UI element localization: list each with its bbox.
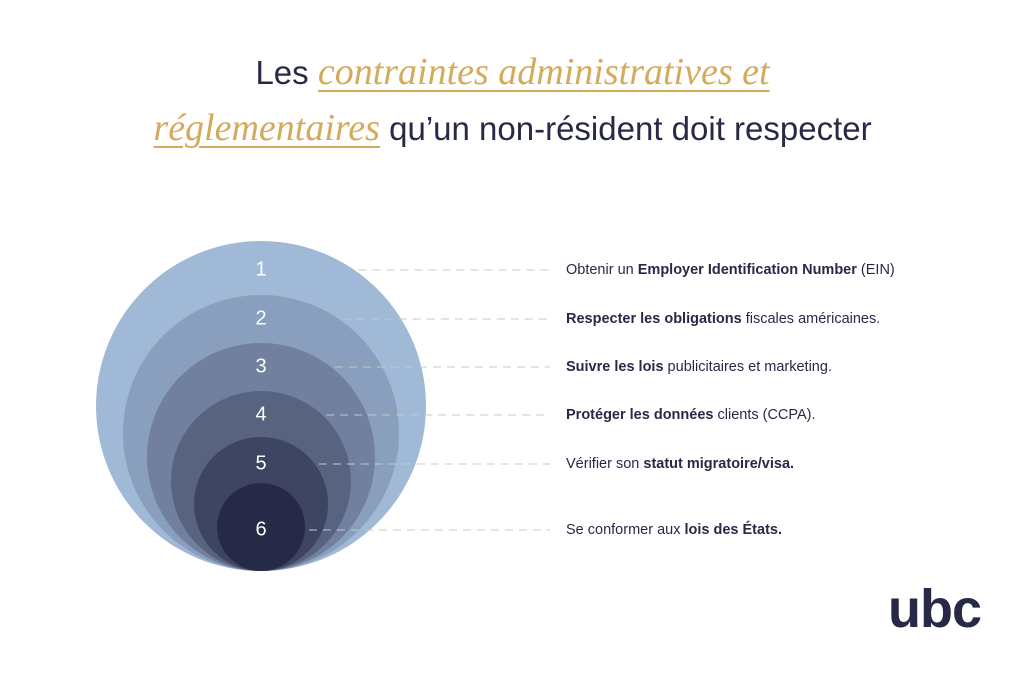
- title-highlight: contraintes administratives et: [317, 51, 770, 93]
- logo: ubc: [887, 579, 982, 639]
- step-number: 6: [255, 518, 266, 540]
- text: Obtenir un: [566, 262, 638, 278]
- step-number: 1: [255, 258, 266, 280]
- title-start: Les: [255, 54, 309, 91]
- text: Vérifier son: [566, 456, 644, 472]
- text: fiscales américaines.: [741, 311, 881, 327]
- circle: [217, 483, 305, 571]
- step-text: Obtenir un Employer Identification Numbe…: [566, 262, 895, 278]
- title-line: réglementaires qu’un non-résident doit r…: [0, 106, 1025, 150]
- bold-text: Protéger les données: [566, 407, 714, 423]
- title-end: qu’un non-résident doit respecter: [389, 110, 872, 147]
- step-number: 3: [255, 355, 266, 377]
- title-line: Les contraintes administratives et: [0, 50, 1025, 94]
- step-text: Suivre les lois publicitaires et marketi…: [566, 359, 832, 375]
- text: (EIN): [856, 262, 895, 278]
- step-number: 5: [255, 452, 266, 474]
- title-highlight: réglementaires: [153, 107, 380, 149]
- text: publicitaires et marketing.: [663, 359, 832, 375]
- step-text: Respecter les obligations fiscales améri…: [566, 311, 880, 327]
- bold-text: lois des États.: [684, 522, 782, 538]
- step-number: 4: [255, 403, 266, 425]
- step-number: 2: [255, 307, 266, 329]
- step-text: Vérifier son statut migratoire/visa.: [566, 456, 794, 472]
- text: Se conformer aux: [566, 522, 685, 538]
- bold-text: statut migratoire/visa.: [643, 456, 795, 472]
- text: clients (CCPA).: [713, 407, 816, 423]
- bold-text: Respecter les obligations: [566, 311, 742, 327]
- step-text: Protéger les données clients (CCPA).: [566, 407, 816, 423]
- bold-text: Employer Identification Number: [637, 262, 857, 278]
- bold-text: Suivre les lois: [566, 359, 664, 375]
- step-text: Se conformer aux lois des États.: [566, 522, 782, 538]
